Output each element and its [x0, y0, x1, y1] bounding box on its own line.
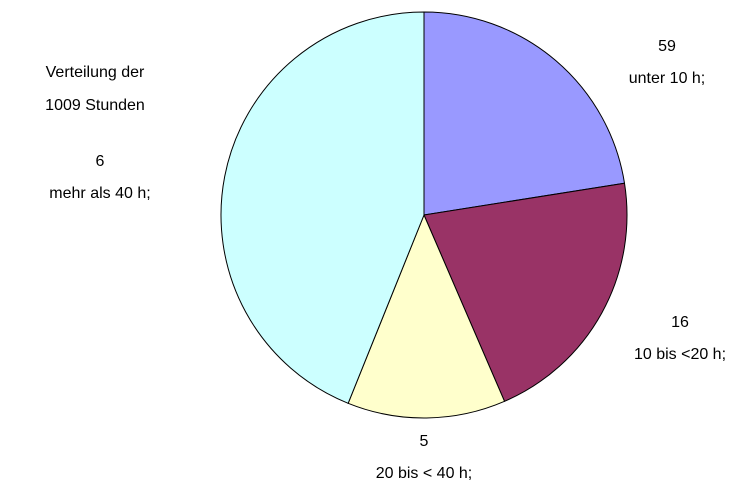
chart-title: Verteilung der [46, 64, 145, 81]
pie-slice [423, 11, 626, 216]
slice-category-label: 20 bis < 40 h; [376, 465, 473, 482]
slice-category-label: mehr als 40 h; [49, 185, 150, 202]
pie-slice [423, 182, 628, 403]
slice-count-label: 59 [658, 38, 676, 55]
chart-title: 1009 Stunden [45, 97, 145, 114]
slice-count-label: 5 [420, 433, 429, 450]
slice-count-label: 6 [96, 153, 105, 170]
pie-slice [220, 11, 425, 404]
slice-category-label: 10 bis <20 h; [634, 346, 726, 363]
pie-slice [347, 213, 506, 419]
slice-category-label: unter 10 h; [629, 70, 706, 87]
slice-count-label: 16 [671, 314, 689, 331]
